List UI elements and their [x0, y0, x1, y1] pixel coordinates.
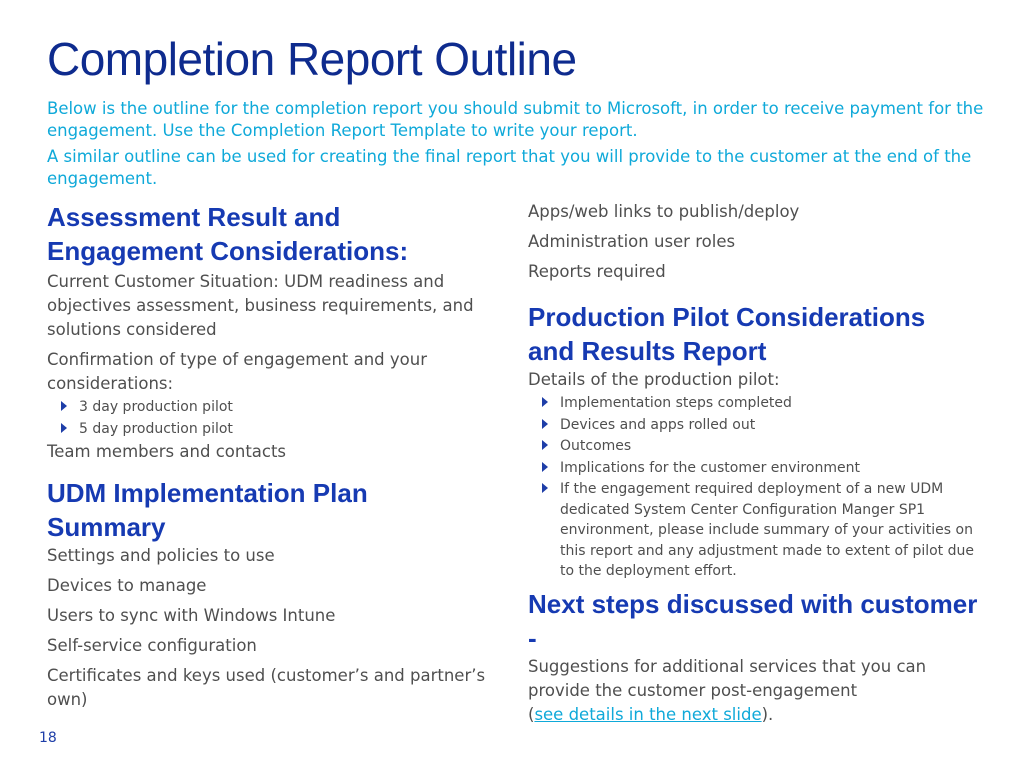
- list-item: Certificates and keys used (customer’s a…: [47, 666, 486, 709]
- triangle-bullet-icon: [542, 461, 548, 472]
- list-item: Users to sync with Windows Intune: [47, 606, 336, 625]
- triangle-bullet-icon: [542, 483, 548, 493]
- intro-paragraph: A similar outline can be used for creati…: [47, 147, 972, 188]
- paren-close: ).: [761, 704, 774, 724]
- sub-list-item: If the engagement required deployment of…: [528, 479, 978, 582]
- list-item: Settings and policies to use: [47, 546, 275, 565]
- triangle-bullet-icon: [61, 401, 67, 411]
- list-item: Apps/web links to publish/deploy: [528, 202, 800, 221]
- sub-list-item: 3 day production pilot: [47, 397, 487, 418]
- list-item: Devices to manage: [47, 576, 207, 595]
- page-title: Completion Report Outline: [47, 33, 577, 85]
- sub-list-item: Implementation steps completed: [528, 393, 978, 414]
- assessment-heading: Assessment Result and Engagement Conside…: [47, 202, 409, 266]
- list-item: Administration user roles: [528, 232, 736, 251]
- sub-list-item: Devices and apps rolled out: [528, 415, 978, 436]
- sub-list-item-label: Implementation steps completed: [560, 395, 792, 411]
- paren-open: (: [528, 704, 535, 724]
- next-slide-link[interactable]: see details in the next slide: [534, 704, 762, 724]
- triangle-bullet-icon: [542, 440, 548, 450]
- sub-list-item-label: 3 day production pilot: [79, 399, 233, 415]
- sub-list-item-label: Devices and apps rolled out: [560, 416, 756, 433]
- sub-list-item-label: Outcomes: [560, 438, 632, 454]
- next-steps-text: Suggestions for additional services that…: [528, 655, 978, 727]
- sub-list-item-label: Implications for the customer environmen…: [560, 459, 860, 476]
- sub-list-item: 5 day production pilot: [47, 419, 487, 440]
- right-column: Apps/web links to publish/deploy Adminis…: [528, 200, 978, 727]
- page-number: 18: [39, 730, 57, 746]
- intro-paragraph: Below is the outline for the completion …: [47, 99, 984, 140]
- sub-list-item: Implications for the customer environmen…: [528, 458, 978, 479]
- list-item: Reports required: [528, 262, 666, 281]
- list-item: Confirmation of type of engagement and y…: [47, 350, 427, 393]
- next-steps-description: Suggestions for additional services that…: [528, 656, 927, 700]
- list-item: Self-service configuration: [47, 636, 257, 655]
- intro-text: Below is the outline for the completion …: [47, 98, 987, 194]
- list-item: Current Customer Situation: UDM readines…: [47, 272, 474, 339]
- pilot-heading: Production Pilot Considerations and Resu…: [528, 302, 926, 366]
- sub-list-item-label: If the engagement required deployment of…: [560, 481, 974, 579]
- sub-list-item-label: 5 day production pilot: [79, 420, 233, 437]
- list-item: Team members and contacts: [47, 442, 287, 461]
- implementation-heading: UDM Implementation Plan Summary: [47, 478, 368, 542]
- next-steps-heading: Next steps discussed with customer -: [528, 588, 978, 653]
- triangle-bullet-icon: [542, 418, 548, 429]
- left-column: Assessment Result and Engagement Conside…: [47, 200, 487, 718]
- list-item: Details of the production pilot:: [528, 370, 780, 389]
- sub-list-item: Outcomes: [528, 436, 978, 457]
- triangle-bullet-icon: [542, 397, 548, 407]
- triangle-bullet-icon: [61, 422, 67, 433]
